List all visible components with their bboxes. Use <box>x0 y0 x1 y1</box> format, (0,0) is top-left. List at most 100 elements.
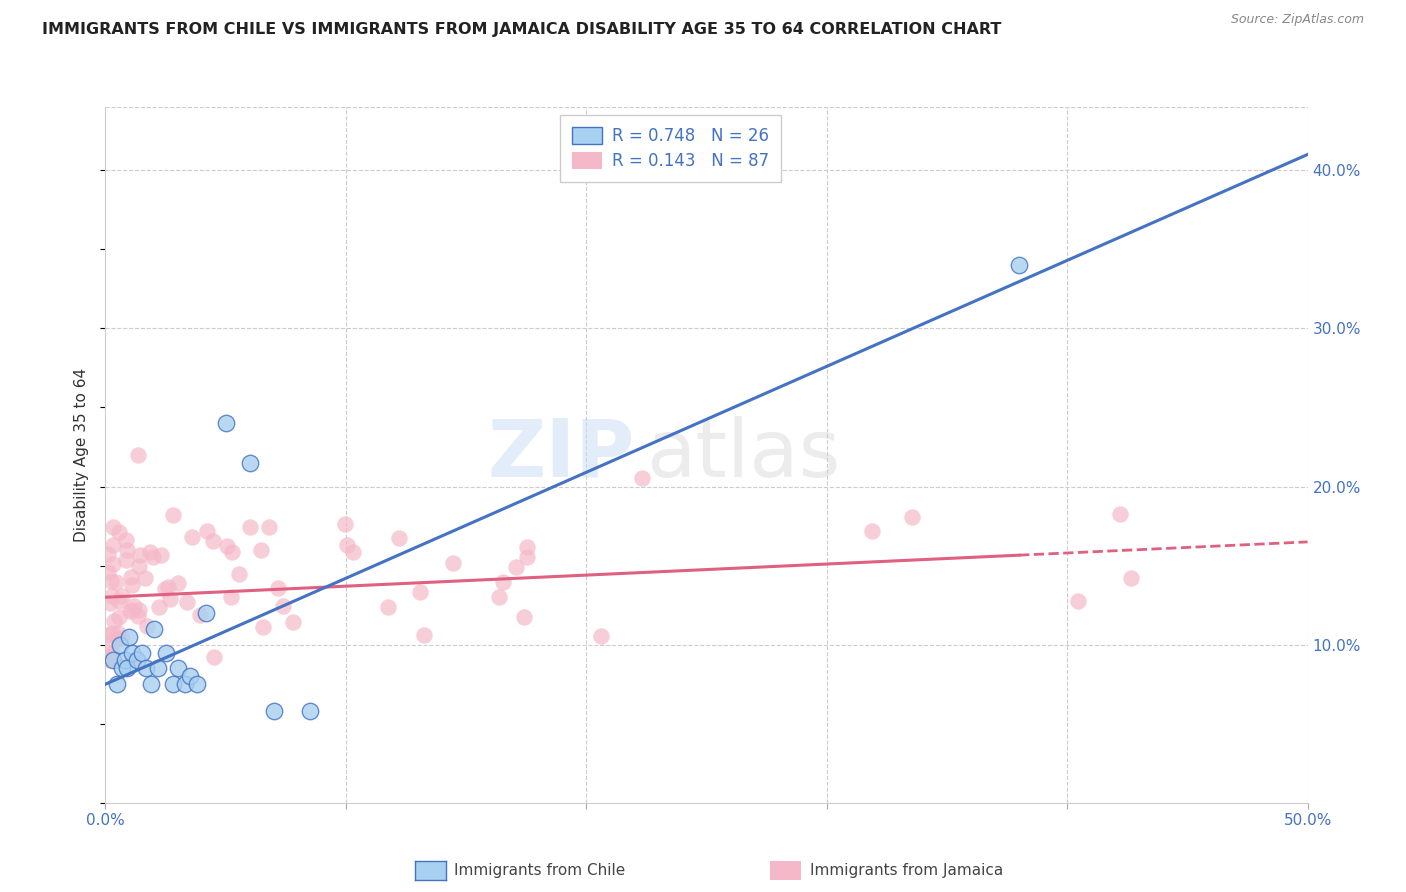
Point <box>267 582 290 596</box>
Point <box>388 531 411 545</box>
Point <box>100 646 122 660</box>
Point <box>107 594 129 608</box>
Point <box>195 606 218 620</box>
Point <box>283 615 305 629</box>
Point <box>136 619 159 633</box>
Point <box>121 603 143 617</box>
Point <box>107 677 129 691</box>
Text: Immigrants from Chile: Immigrants from Chile <box>454 863 626 878</box>
Point <box>111 590 134 604</box>
Point <box>167 576 190 591</box>
Point <box>115 661 138 675</box>
Point <box>107 626 129 640</box>
Point <box>108 525 131 540</box>
Point <box>333 516 356 531</box>
Point <box>128 602 150 616</box>
Point <box>127 653 149 667</box>
Point <box>179 669 201 683</box>
Point <box>127 608 149 623</box>
Point <box>100 625 122 640</box>
Point <box>1067 594 1090 608</box>
Point <box>214 417 236 431</box>
Point <box>107 610 129 624</box>
Point <box>142 622 165 636</box>
Point <box>120 604 142 618</box>
Point <box>149 548 172 562</box>
Point <box>100 574 122 588</box>
Point <box>259 519 281 533</box>
Point <box>101 557 124 571</box>
Point <box>186 677 208 691</box>
Point <box>342 545 364 559</box>
Point <box>139 677 162 691</box>
Point <box>142 549 165 564</box>
Point <box>131 646 153 660</box>
Point <box>153 582 176 597</box>
Point <box>516 549 538 564</box>
Point <box>97 628 120 642</box>
Point <box>121 646 143 660</box>
Point <box>122 599 145 613</box>
Text: Source: ZipAtlas.com: Source: ZipAtlas.com <box>1230 13 1364 27</box>
Point <box>221 545 243 559</box>
Point <box>117 542 139 557</box>
Point <box>202 650 225 665</box>
Point <box>336 538 359 552</box>
Point <box>1109 508 1132 522</box>
Point <box>413 628 436 642</box>
Point <box>139 545 162 559</box>
Point <box>159 592 181 607</box>
Point <box>101 653 124 667</box>
Point <box>98 596 121 610</box>
Point <box>201 533 224 548</box>
Point <box>176 595 198 609</box>
Point <box>121 570 143 584</box>
Point <box>121 577 143 591</box>
Point <box>505 559 527 574</box>
Point <box>101 538 124 552</box>
Point <box>1008 258 1031 272</box>
Point <box>162 677 184 691</box>
Point <box>249 542 271 557</box>
Point <box>125 653 148 667</box>
Point <box>97 547 120 561</box>
Point <box>441 556 464 570</box>
Point <box>111 661 134 675</box>
Point <box>128 559 150 574</box>
Point <box>860 524 883 538</box>
Point <box>901 510 924 524</box>
Point <box>492 574 515 589</box>
Point <box>188 608 211 623</box>
Point <box>114 653 136 667</box>
Point <box>111 631 134 645</box>
Text: IMMIGRANTS FROM CHILE VS IMMIGRANTS FROM JAMAICA DISABILITY AGE 35 TO 64 CORRELA: IMMIGRANTS FROM CHILE VS IMMIGRANTS FROM… <box>42 22 1001 37</box>
Point <box>108 638 131 652</box>
Point <box>97 637 120 651</box>
Point <box>591 629 613 643</box>
Point <box>273 599 295 614</box>
Point <box>173 677 195 691</box>
Point <box>134 571 156 585</box>
Point <box>148 599 170 614</box>
Point <box>97 649 120 664</box>
Point <box>103 520 125 534</box>
Point <box>513 610 536 624</box>
Point <box>156 581 179 595</box>
Point <box>107 632 129 647</box>
Point <box>516 540 538 554</box>
Point <box>97 565 120 579</box>
Point <box>181 530 204 544</box>
Point <box>215 539 238 553</box>
Point <box>298 704 321 718</box>
Point <box>135 661 157 675</box>
Point <box>252 620 274 634</box>
Point <box>239 520 262 534</box>
Point <box>127 448 149 462</box>
Point <box>409 585 432 599</box>
Text: ZIP: ZIP <box>486 416 634 494</box>
Point <box>105 574 128 589</box>
Point <box>630 471 652 485</box>
Point <box>195 524 218 538</box>
Point <box>263 704 285 718</box>
Text: Immigrants from Jamaica: Immigrants from Jamaica <box>810 863 1002 878</box>
